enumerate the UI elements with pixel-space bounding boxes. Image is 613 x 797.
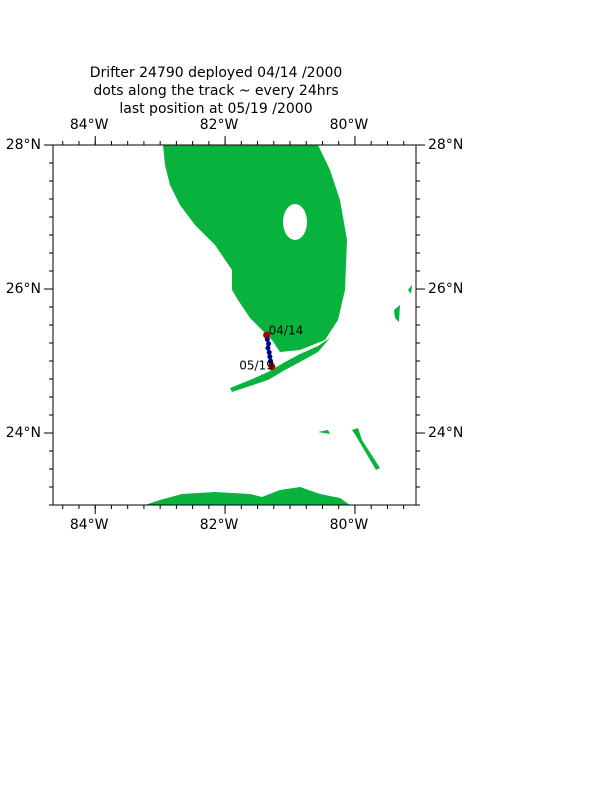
track-point <box>267 354 273 360</box>
title: last position at 05/19 /2000 <box>119 101 312 117</box>
keys <box>230 338 330 392</box>
title: Drifter 24790 deployed 04/14 /2000 <box>90 65 343 81</box>
land <box>145 145 412 505</box>
track-point <box>266 341 272 347</box>
x-tick-label: 82°W <box>200 517 239 533</box>
x-tick-label: 80°W <box>330 517 369 533</box>
x-tick-label: 84°W <box>70 117 109 133</box>
cays <box>318 428 380 470</box>
track-point <box>268 363 276 371</box>
x-tick-label: 82°W <box>200 117 239 133</box>
track-point <box>263 331 271 339</box>
y-tick-label: 26°N <box>6 281 41 297</box>
y-tick-label: 28°N <box>428 137 463 153</box>
x-tick-label: 80°W <box>330 117 369 133</box>
y-tick-label: 28°N <box>6 137 41 153</box>
cuba <box>145 487 350 505</box>
x-tick-label: 84°W <box>70 517 109 533</box>
y-tick-label: 26°N <box>428 281 463 297</box>
y-tick-label: 24°N <box>6 425 41 441</box>
annotation: 04/14 <box>269 324 304 338</box>
florida <box>163 145 347 352</box>
annotation: 05/19 <box>239 358 274 372</box>
bahamas <box>394 285 412 322</box>
y-tick-label: 24°N <box>428 425 463 441</box>
track-point <box>265 345 271 351</box>
title: dots along the track ~ every 24hrs <box>93 83 338 99</box>
track-point <box>264 336 270 342</box>
lake <box>283 204 307 240</box>
track-point <box>266 349 272 355</box>
